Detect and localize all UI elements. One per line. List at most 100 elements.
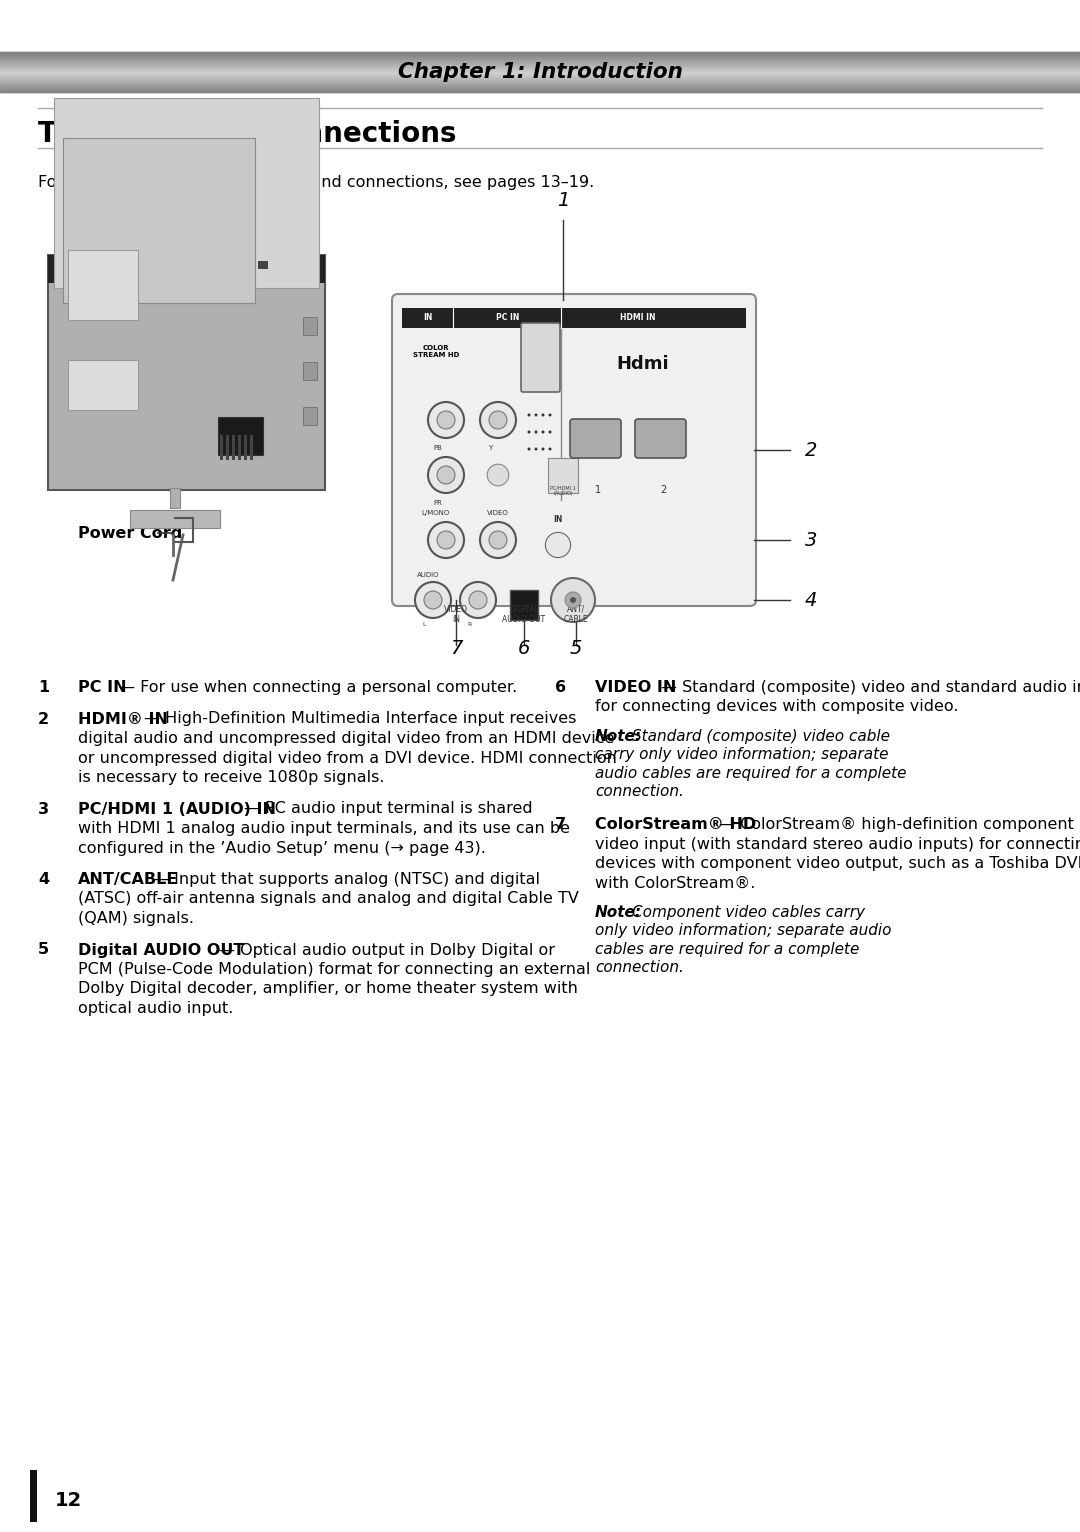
Text: PC IN: PC IN	[497, 314, 519, 323]
Text: For an explanation of cable types and connections, see pages 13–19.: For an explanation of cable types and co…	[38, 175, 594, 190]
Circle shape	[489, 411, 507, 429]
Text: L/MONO: L/MONO	[422, 510, 450, 516]
Text: — Optical audio output in Dolby Digital or: — Optical audio output in Dolby Digital …	[219, 942, 555, 958]
Text: Component video cables carry: Component video cables carry	[633, 905, 865, 921]
Text: 4: 4	[38, 872, 49, 887]
Text: only video information; separate audio: only video information; separate audio	[595, 924, 891, 939]
Text: HDMI IN: HDMI IN	[620, 314, 656, 323]
Text: DIGITAL
AUDIO OUT: DIGITAL AUDIO OUT	[502, 605, 545, 625]
Text: PC IN: PC IN	[78, 680, 126, 696]
Circle shape	[480, 522, 516, 558]
Text: Y: Y	[488, 444, 492, 450]
Text: digital audio and uncompressed digital video from an HDMI device: digital audio and uncompressed digital v…	[78, 731, 615, 746]
Text: PCM (Pulse-Code Modulation) format for connecting an external: PCM (Pulse-Code Modulation) format for c…	[78, 962, 591, 977]
Bar	[54, 98, 319, 288]
Text: 6: 6	[517, 639, 530, 659]
Circle shape	[469, 591, 487, 610]
Text: optical audio input.: optical audio input.	[78, 1000, 233, 1016]
Text: for connecting devices with composite video.: for connecting devices with composite vi…	[595, 700, 959, 714]
Text: Hdmi: Hdmi	[617, 355, 670, 372]
Text: TV back panel connections: TV back panel connections	[38, 119, 457, 149]
Bar	[48, 254, 325, 490]
Text: Standard (composite) video cable: Standard (composite) video cable	[633, 729, 890, 745]
Circle shape	[437, 532, 455, 548]
Text: cables are required for a complete: cables are required for a complete	[595, 942, 860, 958]
Bar	[220, 435, 222, 460]
Text: 4: 4	[805, 590, 818, 610]
Bar	[244, 435, 247, 460]
Text: AUDIO: AUDIO	[417, 571, 440, 578]
Bar	[68, 260, 78, 270]
Bar	[68, 360, 138, 411]
Text: PB: PB	[433, 444, 443, 450]
Circle shape	[535, 447, 538, 450]
Text: 2: 2	[660, 486, 666, 495]
Text: video input (with standard stereo audio inputs) for connecting: video input (with standard stereo audio …	[595, 836, 1080, 852]
Bar	[218, 417, 264, 455]
Bar	[30, 1471, 37, 1521]
Text: VIDEO
IN: VIDEO IN	[444, 605, 468, 625]
Text: ANT/CABLE: ANT/CABLE	[78, 872, 178, 887]
Bar	[170, 489, 180, 509]
Text: 7: 7	[449, 639, 462, 659]
Text: 7: 7	[555, 817, 566, 832]
Bar	[249, 435, 253, 460]
Text: IN: IN	[423, 314, 433, 323]
Circle shape	[549, 430, 552, 434]
Text: TV back: TV back	[126, 228, 210, 247]
Text: 1: 1	[595, 486, 602, 495]
Circle shape	[424, 591, 442, 610]
Text: PC/HDMI 1 (AUDIO) IN: PC/HDMI 1 (AUDIO) IN	[78, 801, 276, 817]
Text: COLOR
STREAM HD: COLOR STREAM HD	[413, 345, 459, 358]
Text: with ColorStream®.: with ColorStream®.	[595, 875, 755, 890]
Circle shape	[428, 457, 464, 493]
Text: VIDEO: VIDEO	[487, 510, 509, 516]
Circle shape	[437, 466, 455, 484]
Text: 1: 1	[557, 192, 569, 210]
Text: with HDMI 1 analog audio input terminals, and its use can be: with HDMI 1 analog audio input terminals…	[78, 821, 570, 836]
Circle shape	[460, 582, 496, 617]
Bar	[303, 317, 318, 336]
Circle shape	[549, 414, 552, 417]
Bar	[258, 260, 268, 270]
Circle shape	[565, 591, 581, 608]
Bar	[130, 510, 220, 529]
Text: R: R	[468, 622, 472, 627]
Text: Note:: Note:	[595, 729, 642, 745]
Bar	[144, 260, 154, 270]
Text: 2: 2	[38, 711, 49, 726]
Circle shape	[527, 414, 530, 417]
Circle shape	[549, 447, 552, 450]
Text: — ColorStream® high-definition component: — ColorStream® high-definition component	[719, 817, 1075, 832]
Circle shape	[527, 447, 530, 450]
Bar	[183, 260, 192, 270]
Circle shape	[570, 597, 576, 604]
FancyBboxPatch shape	[521, 323, 561, 392]
Text: — Standard (composite) video and standard audio inputs: — Standard (composite) video and standar…	[661, 680, 1080, 696]
Text: 3: 3	[38, 801, 49, 817]
Text: PC/HDMI 1
(AUDIO): PC/HDMI 1 (AUDIO)	[550, 486, 576, 496]
Text: Note:: Note:	[595, 905, 642, 921]
Bar	[106, 260, 116, 270]
Text: Dolby Digital decoder, amplifier, or home theater system with: Dolby Digital decoder, amplifier, or hom…	[78, 982, 578, 996]
Bar	[68, 250, 138, 320]
Text: 12: 12	[55, 1491, 82, 1509]
FancyBboxPatch shape	[570, 418, 621, 458]
Text: 5: 5	[570, 639, 582, 659]
FancyBboxPatch shape	[635, 418, 686, 458]
Circle shape	[415, 582, 451, 617]
Circle shape	[541, 447, 544, 450]
Text: Digital AUDIO OUT: Digital AUDIO OUT	[78, 942, 244, 958]
Text: VIDEO IN: VIDEO IN	[595, 680, 676, 696]
Text: ColorStream® HD: ColorStream® HD	[595, 817, 756, 832]
Text: Power Cord: Power Cord	[78, 525, 183, 541]
Circle shape	[551, 578, 595, 622]
Text: 1: 1	[38, 680, 49, 696]
Text: 2: 2	[805, 441, 818, 460]
Text: configured in the ’Audio Setup’ menu (→ page 43).: configured in the ’Audio Setup’ menu (→ …	[78, 841, 486, 855]
Text: connection.: connection.	[595, 784, 684, 800]
Text: — For use when connecting a personal computer.: — For use when connecting a personal com…	[120, 680, 517, 696]
Text: — Input that supports analog (NTSC) and digital: — Input that supports analog (NTSC) and …	[152, 872, 540, 887]
Circle shape	[541, 430, 544, 434]
Bar	[63, 138, 255, 303]
